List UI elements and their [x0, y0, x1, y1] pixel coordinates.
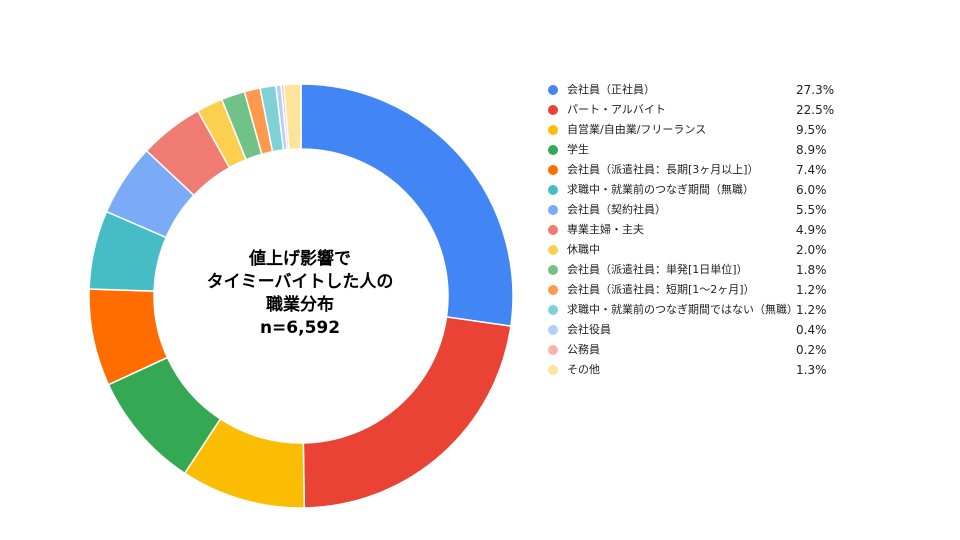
- legend-item: 休職中 2.0%: [548, 240, 848, 260]
- legend-color-dot: [548, 125, 558, 135]
- legend-color-dot: [548, 205, 558, 215]
- legend-color-dot: [548, 305, 558, 315]
- legend-color-dot: [548, 185, 558, 195]
- legend-label: その他: [567, 363, 600, 376]
- legend-item: 会社員（正社員） 27.3%: [548, 80, 848, 100]
- chart-title-line: 値上げ影響で: [249, 249, 351, 269]
- legend-color-dot: [548, 105, 558, 115]
- legend-item: 学生 8.9%: [548, 140, 848, 160]
- legend-label: パート・アルバイト: [567, 103, 666, 116]
- legend-label: 公務員: [567, 343, 600, 356]
- legend-label: 求職中・就業前のつなぎ期間ではない（無職）: [567, 303, 798, 316]
- legend-label: 会社員（派遣社員：短期[1〜2ヶ月]）: [567, 283, 755, 296]
- legend-value: 7.4%: [796, 163, 827, 177]
- legend-color-dot: [548, 225, 558, 235]
- donut-slice: [302, 316, 512, 509]
- legend-item: 会社員（派遣社員：単発[1日単位]） 1.8%: [548, 260, 848, 280]
- legend-item: 公務員 0.2%: [548, 340, 848, 360]
- chart-legend: 会社員（正社員） 27.3% パート・アルバイト 22.5% 自営業/自由業/フリーラン…: [548, 80, 848, 380]
- chart-title: 値上げ影響で タイミーバイトした人の 職業分布 n=6,592: [160, 248, 440, 340]
- legend-color-dot: [548, 245, 558, 255]
- legend-color-dot: [548, 285, 558, 295]
- legend-label: 会社員（正社員）: [567, 83, 655, 96]
- legend-item: 会社員（派遣社員：短期[1〜2ヶ月]） 1.2%: [548, 280, 848, 300]
- legend-item: その他 1.3%: [548, 360, 848, 380]
- legend-label: 会社役員: [567, 323, 611, 336]
- legend-color-dot: [548, 165, 558, 175]
- donut-slice: [282, 83, 302, 151]
- legend-color-dot: [548, 325, 558, 335]
- legend-item: 会社員（派遣社員：長期[3ヶ月以上]） 7.4%: [548, 160, 848, 180]
- chart-title-line: タイミーバイトした人の: [206, 272, 394, 292]
- chart-sample-size: n=6,592: [259, 318, 341, 338]
- legend-value: 22.5%: [796, 103, 835, 117]
- legend-item: 自営業/自由業/フリーランス 9.5%: [548, 120, 848, 140]
- legend-color-dot: [548, 265, 558, 275]
- legend-label: 自営業/自由業/フリーランス: [567, 123, 707, 136]
- legend-color-dot: [548, 345, 558, 355]
- legend-value: 1.3%: [796, 363, 827, 377]
- legend-label: 専業主婦・主夫: [567, 223, 644, 236]
- donut-slices: [88, 83, 514, 509]
- legend-item: 求職中・就業前のつなぎ期間ではない（無職） 1.2%: [548, 300, 848, 320]
- legend-label: 会社員（契約社員）: [567, 203, 666, 216]
- legend-value: 2.0%: [796, 243, 827, 257]
- legend-item: 会社員（契約社員） 5.5%: [548, 200, 848, 220]
- legend-color-dot: [548, 365, 558, 375]
- legend-value: 5.5%: [796, 203, 827, 217]
- legend-label: 会社員（派遣社員：長期[3ヶ月以上]）: [567, 163, 759, 176]
- legend-label: 求職中・就業前のつなぎ期間（無職）: [567, 183, 754, 196]
- legend-color-dot: [548, 145, 558, 155]
- chart-title-line: 職業分布: [266, 295, 334, 315]
- legend-item: 専業主婦・主夫 4.9%: [548, 220, 848, 240]
- legend-value: 6.0%: [796, 183, 827, 197]
- legend-value: 0.2%: [796, 343, 827, 357]
- legend-value: 1.8%: [796, 263, 827, 277]
- donut-slice: [300, 83, 514, 328]
- legend-label: 学生: [567, 143, 589, 156]
- legend-item: 会社役員 0.4%: [548, 320, 848, 340]
- legend-value: 1.2%: [796, 283, 827, 297]
- legend-value: 1.2%: [796, 303, 827, 317]
- legend-item: パート・アルバイト 22.5%: [548, 100, 848, 120]
- legend-value: 0.4%: [796, 323, 827, 337]
- legend-item: 求職中・就業前のつなぎ期間（無職） 6.0%: [548, 180, 848, 200]
- legend-value: 27.3%: [796, 83, 835, 97]
- legend-color-dot: [548, 85, 558, 95]
- legend-label: 会社員（派遣社員：単発[1日単位]）: [567, 263, 748, 276]
- legend-value: 9.5%: [796, 123, 827, 137]
- legend-label: 休職中: [567, 243, 600, 256]
- legend-value: 4.9%: [796, 223, 827, 237]
- legend-value: 8.9%: [796, 143, 827, 157]
